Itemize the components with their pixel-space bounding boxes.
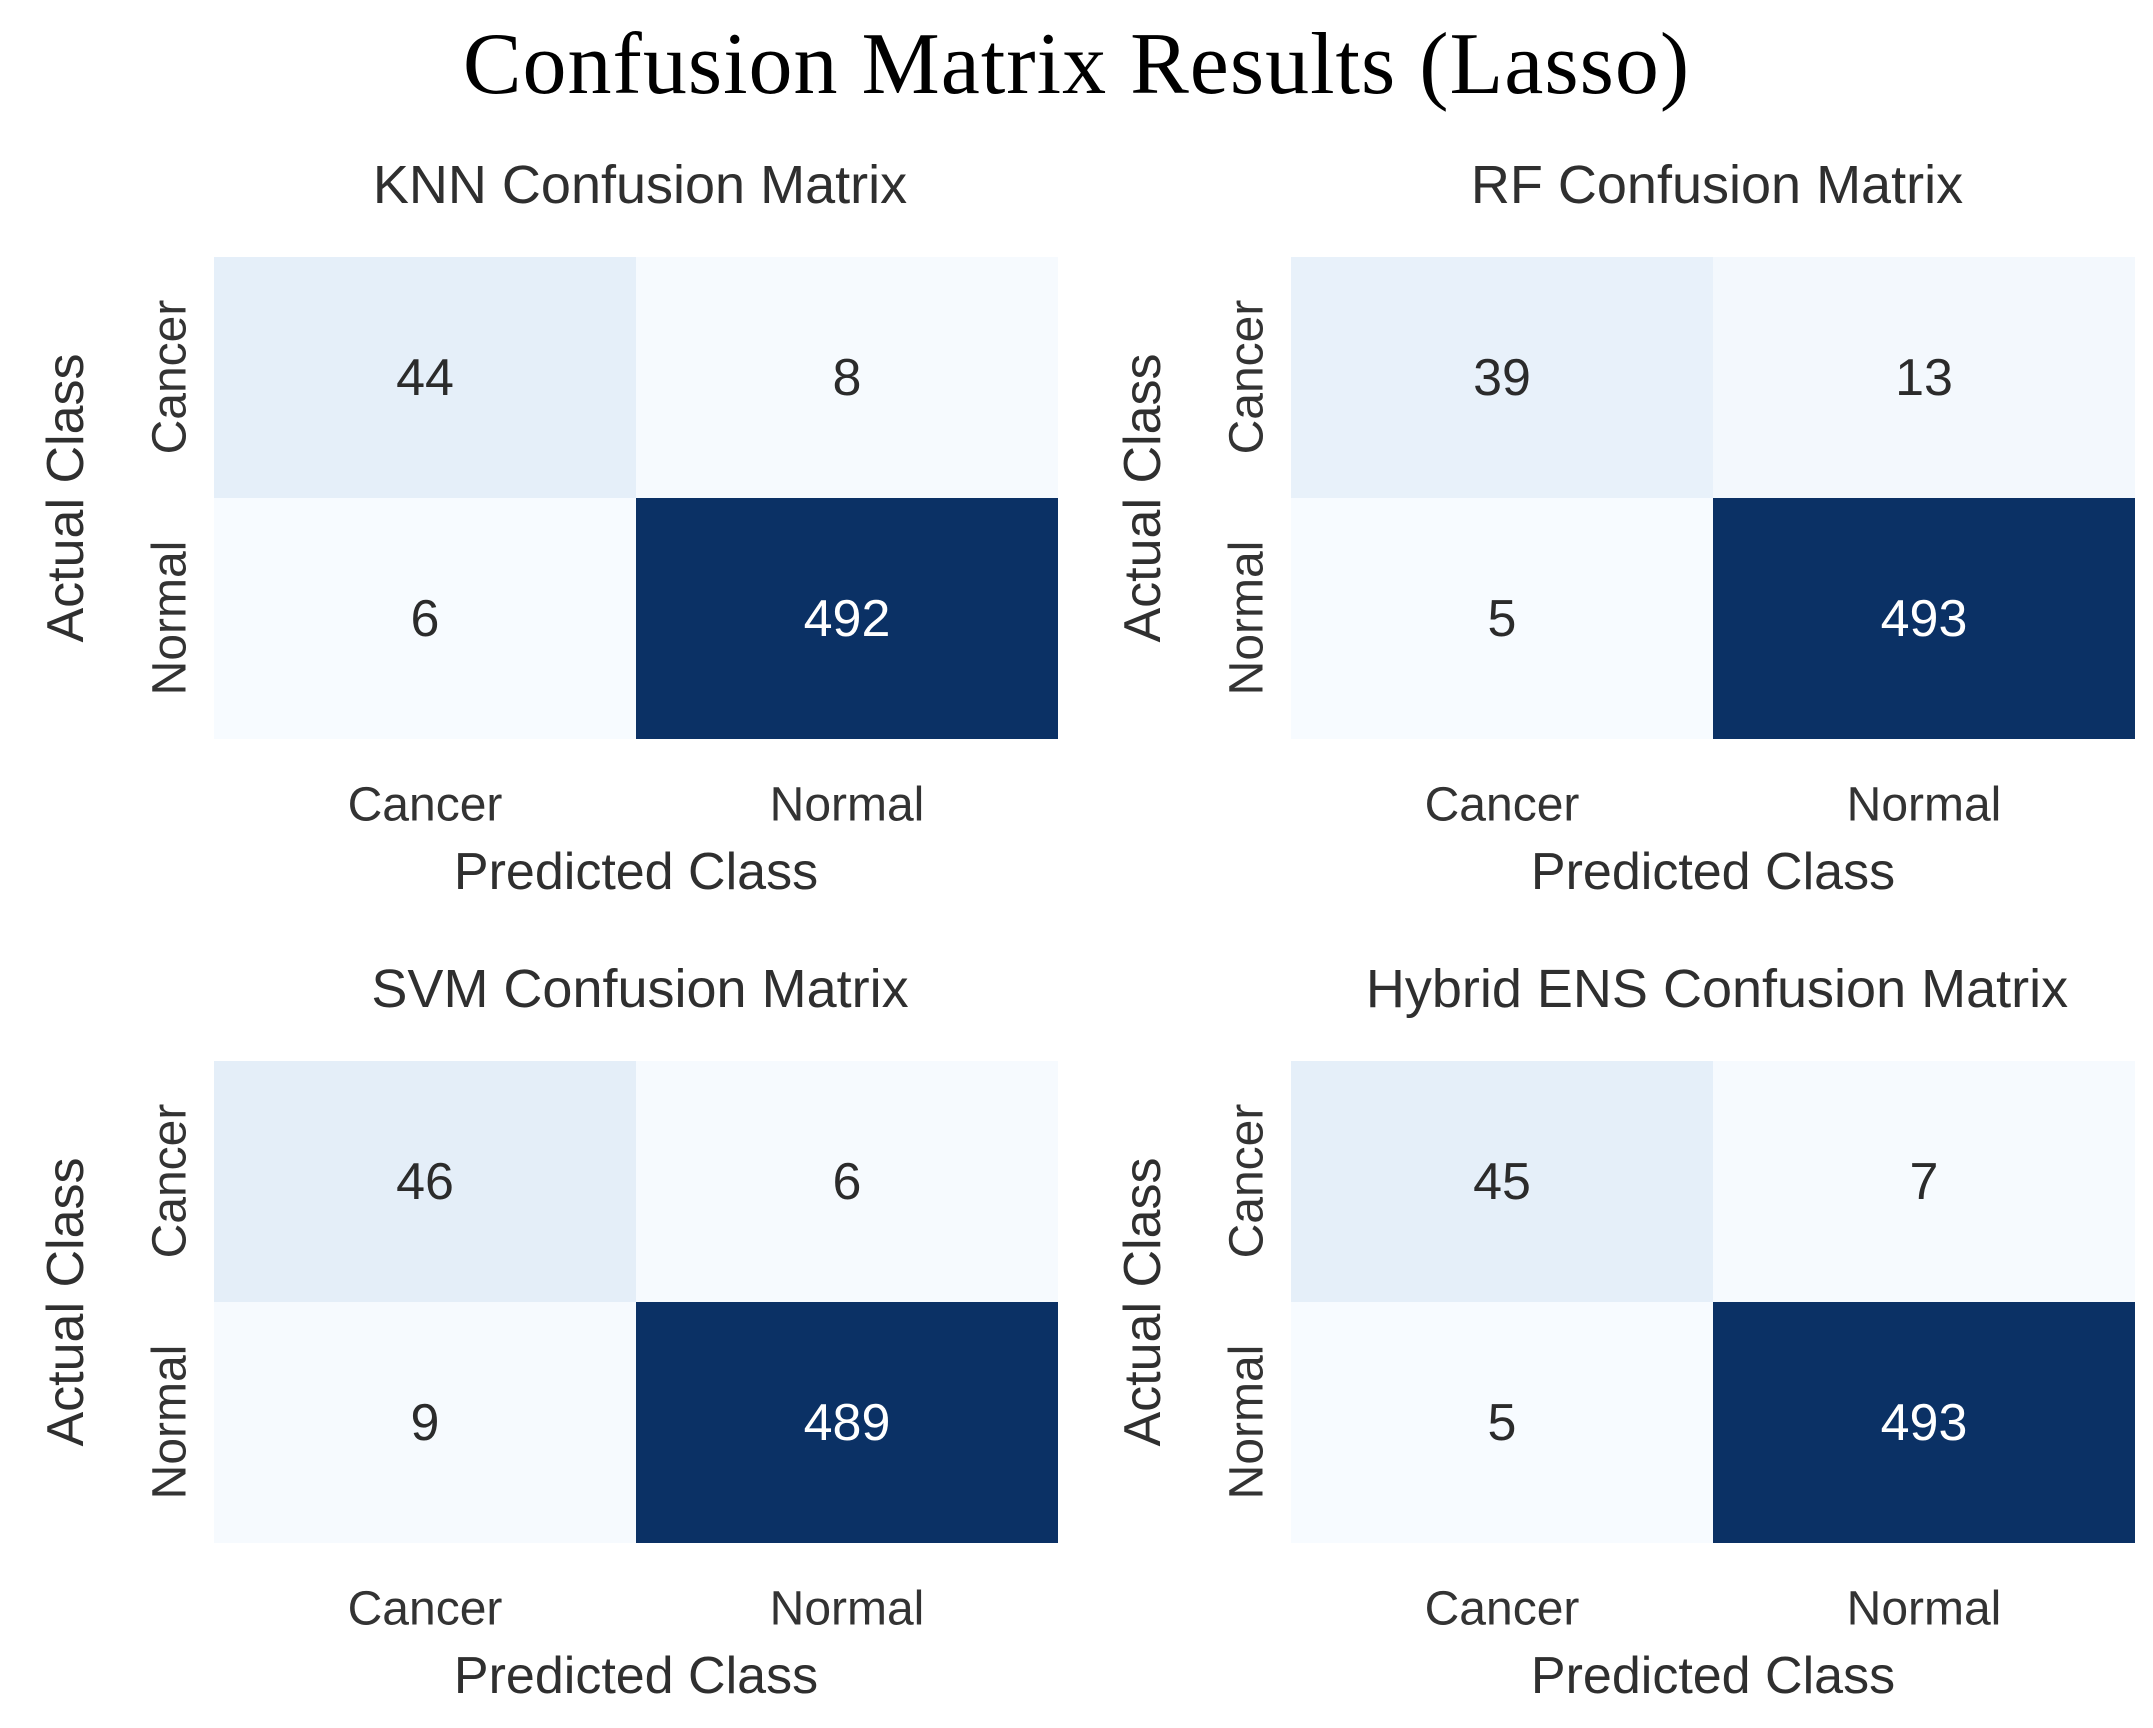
x-tick-cancer: Cancer — [347, 778, 503, 832]
cell-actual-normal-pred-cancer: 5 — [1291, 498, 1713, 739]
subplot-title-rf: RF Confusion Matrix — [1470, 155, 1964, 215]
cell-actual-cancer-pred-normal: 13 — [1713, 257, 2135, 498]
cell-actual-normal-pred-normal: 492 — [636, 498, 1058, 739]
x-tick-normal: Normal — [769, 1582, 925, 1636]
cell-actual-cancer-pred-cancer: 44 — [214, 257, 636, 498]
cell-actual-normal-pred-cancer: 5 — [1291, 1302, 1713, 1543]
cell-actual-normal-pred-cancer: 9 — [214, 1302, 636, 1543]
x-tick-normal: Normal — [769, 778, 925, 832]
subplot-title-svm: SVM Confusion Matrix — [371, 959, 909, 1019]
x-tick-cancer: Cancer — [347, 1582, 503, 1636]
cell-actual-normal-pred-normal: 489 — [636, 1302, 1058, 1543]
cell-actual-normal-pred-cancer: 6 — [214, 498, 636, 739]
y-tick-cancer: Cancer — [143, 299, 197, 455]
y-axis-label: Actual Class — [37, 1157, 95, 1447]
y-axis-label: Actual Class — [1114, 353, 1172, 643]
cell-actual-cancer-pred-cancer: 39 — [1291, 257, 1713, 498]
subplot-rf: RF Confusion Matrix Actual Class Cancer … — [1077, 120, 2153, 924]
figure-title: Confusion Matrix Results (Lasso) — [462, 16, 1691, 113]
cell-actual-cancer-pred-normal: 6 — [636, 1061, 1058, 1302]
subplot-svm: SVM Confusion Matrix Actual Class Cancer… — [0, 924, 1076, 1728]
heatmap-svm: 46 6 9 489 — [214, 1061, 1058, 1543]
subplot-hybrid-ens: Hybrid ENS Confusion Matrix Actual Class… — [1077, 924, 2153, 1728]
y-tick-normal: Normal — [1220, 540, 1274, 696]
x-axis-label: Predicted Class — [1530, 1647, 1896, 1705]
x-axis-label: Predicted Class — [453, 1647, 819, 1705]
heatmap-knn: 44 8 6 492 — [214, 257, 1058, 739]
y-tick-normal: Normal — [143, 540, 197, 696]
x-axis-label: Predicted Class — [453, 843, 819, 901]
y-tick-cancer: Cancer — [1220, 299, 1274, 455]
x-tick-normal: Normal — [1846, 1582, 2002, 1636]
x-tick-normal: Normal — [1846, 778, 2002, 832]
x-tick-cancer: Cancer — [1424, 1582, 1580, 1636]
heatmap-rf: 39 13 5 493 — [1291, 257, 2135, 739]
cell-actual-cancer-pred-cancer: 45 — [1291, 1061, 1713, 1302]
cell-actual-normal-pred-normal: 493 — [1713, 1302, 2135, 1543]
y-tick-cancer: Cancer — [143, 1103, 197, 1259]
y-tick-cancer: Cancer — [1220, 1103, 1274, 1259]
cell-actual-cancer-pred-normal: 8 — [636, 257, 1058, 498]
cell-actual-cancer-pred-normal: 7 — [1713, 1061, 2135, 1302]
y-axis-label: Actual Class — [37, 353, 95, 643]
y-axis-label: Actual Class — [1114, 1157, 1172, 1447]
x-axis-label: Predicted Class — [1530, 843, 1896, 901]
x-tick-cancer: Cancer — [1424, 778, 1580, 832]
subplot-knn: KNN Confusion Matrix Actual Class Cancer… — [0, 120, 1076, 924]
heatmap-hybrid-ens: 45 7 5 493 — [1291, 1061, 2135, 1543]
subplot-title-hybrid-ens: Hybrid ENS Confusion Matrix — [1365, 959, 2069, 1019]
subplot-title-knn: KNN Confusion Matrix — [372, 155, 908, 215]
cell-actual-normal-pred-normal: 493 — [1713, 498, 2135, 739]
cell-actual-cancer-pred-cancer: 46 — [214, 1061, 636, 1302]
y-tick-normal: Normal — [1220, 1344, 1274, 1500]
y-tick-normal: Normal — [143, 1344, 197, 1500]
